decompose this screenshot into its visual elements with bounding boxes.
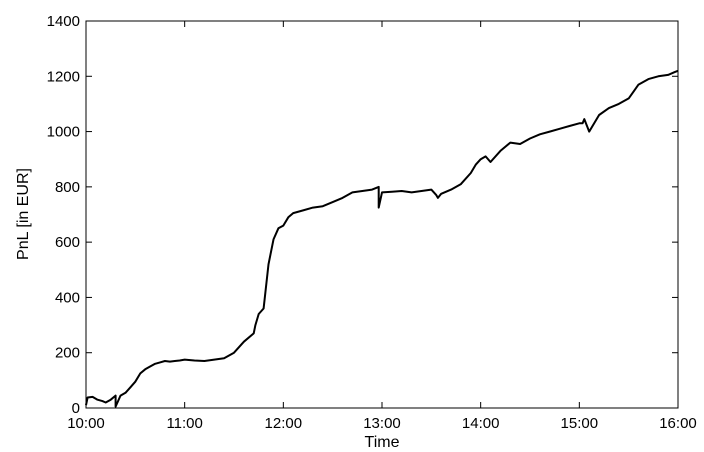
x-axis: 10:00 11:00 12:00 13:00 14:00 15:00 16:00: [67, 21, 697, 432]
x-tick-label: 14:00: [462, 415, 500, 432]
y-tick-label: 0: [72, 400, 80, 417]
x-tick-label: 15:00: [561, 415, 599, 432]
y-axis: 0 200 400 600 800 1000 1200 1400: [47, 13, 678, 417]
y-tick-label: 200: [55, 345, 80, 362]
y-tick-label: 400: [55, 289, 80, 306]
x-tick-label: 10:00: [67, 415, 105, 432]
y-tick-label: 600: [55, 234, 80, 251]
y-tick-label: 1400: [47, 13, 80, 30]
x-tick-label: 11:00: [166, 415, 202, 432]
x-tick-label: 12:00: [265, 415, 303, 432]
y-tick-label: 1200: [47, 68, 80, 85]
plot-area-frame: [85, 20, 679, 409]
y-axis-title: PnL [in EUR]: [15, 168, 32, 260]
pnl-series-line: [85, 69, 679, 408]
x-axis-title: Time: [365, 434, 400, 451]
x-tick-label: 16:00: [659, 415, 697, 432]
y-tick-label: 800: [55, 179, 80, 196]
y-tick-label: 1000: [47, 124, 80, 141]
x-tick-label: 13:00: [363, 415, 401, 432]
